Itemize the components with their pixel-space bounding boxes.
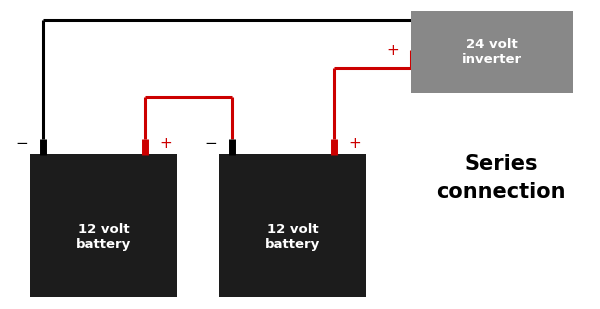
Text: +: + — [386, 43, 399, 57]
Text: 12 volt
battery: 12 volt battery — [265, 223, 320, 251]
Text: −: − — [386, 13, 399, 28]
Text: +: + — [349, 136, 361, 151]
Text: +: + — [160, 136, 172, 151]
Text: 24 volt
inverter: 24 volt inverter — [462, 38, 522, 66]
Text: −: − — [205, 136, 217, 151]
Bar — [411, 11, 573, 93]
Bar — [219, 154, 366, 297]
Text: Series: Series — [464, 154, 538, 174]
Text: 12 volt
battery: 12 volt battery — [76, 223, 131, 251]
Text: connection: connection — [436, 182, 566, 201]
Text: −: − — [16, 136, 28, 151]
Bar — [30, 154, 177, 297]
